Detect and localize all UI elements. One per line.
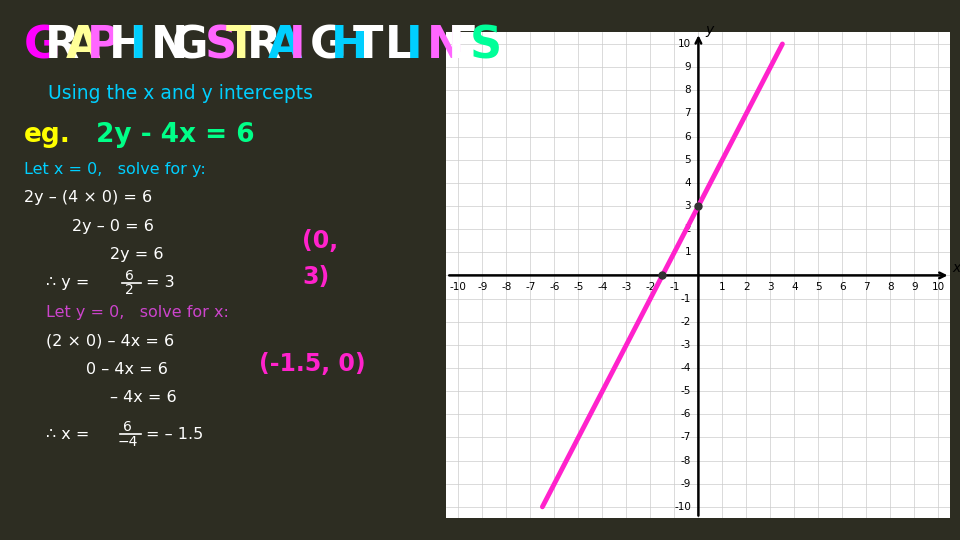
Text: S: S <box>469 24 501 68</box>
Text: I: I <box>406 24 422 68</box>
Text: P: P <box>87 24 120 68</box>
Text: G: G <box>310 24 347 68</box>
Text: Using the x and y intercepts: Using the x and y intercepts <box>48 84 313 103</box>
Text: 7: 7 <box>684 109 691 118</box>
Text: 2: 2 <box>743 282 750 292</box>
Text: -9: -9 <box>681 478 691 489</box>
Text: 4: 4 <box>684 178 691 188</box>
Text: -8: -8 <box>681 456 691 465</box>
Text: −4: −4 <box>117 435 137 449</box>
Text: T: T <box>226 24 256 68</box>
Text: 6: 6 <box>839 282 846 292</box>
Text: 2y = 6: 2y = 6 <box>110 247 164 262</box>
Text: 3): 3) <box>302 265 329 288</box>
Text: R: R <box>45 24 80 68</box>
Text: 0 – 4x = 6: 0 – 4x = 6 <box>86 362 168 377</box>
Text: 8: 8 <box>887 282 894 292</box>
Text: -2: -2 <box>681 316 691 327</box>
Text: -5: -5 <box>681 386 691 396</box>
Text: y: y <box>706 23 714 37</box>
Text: R: R <box>247 24 281 68</box>
Text: -9: -9 <box>477 282 488 292</box>
Text: 3: 3 <box>767 282 774 292</box>
Text: G: G <box>24 24 60 68</box>
Text: 5: 5 <box>815 282 822 292</box>
Text: 5: 5 <box>684 154 691 165</box>
Text: 10: 10 <box>678 39 691 49</box>
Text: 4: 4 <box>791 282 798 292</box>
Text: 1: 1 <box>684 247 691 257</box>
Text: H: H <box>108 24 146 68</box>
Text: H: H <box>331 24 369 68</box>
Text: ∴ y =: ∴ y = <box>46 275 95 291</box>
Text: N: N <box>427 24 465 68</box>
Text: (-1.5, 0): (-1.5, 0) <box>259 352 366 376</box>
Text: 2y - 4x = 6: 2y - 4x = 6 <box>96 122 254 147</box>
Text: N: N <box>151 24 188 68</box>
Text: S: S <box>204 24 236 68</box>
Text: x: x <box>952 261 960 275</box>
Text: 3: 3 <box>684 201 691 211</box>
Text: ∴ x =: ∴ x = <box>46 427 95 442</box>
Text: -8: -8 <box>501 282 512 292</box>
Text: 8: 8 <box>684 85 691 95</box>
Text: 7: 7 <box>863 282 870 292</box>
Text: -4: -4 <box>681 363 691 373</box>
Text: -10: -10 <box>450 282 467 292</box>
Text: E: E <box>448 24 479 68</box>
Text: eg.: eg. <box>24 122 71 147</box>
Text: 9: 9 <box>684 62 691 72</box>
Text: -3: -3 <box>621 282 632 292</box>
Text: -6: -6 <box>681 409 691 419</box>
Text: 9: 9 <box>911 282 918 292</box>
Text: -5: -5 <box>573 282 584 292</box>
Text: (0,: (0, <box>302 230 339 253</box>
Text: I: I <box>130 24 146 68</box>
Text: -4: -4 <box>597 282 608 292</box>
Text: 10: 10 <box>932 282 945 292</box>
Text: A: A <box>268 24 302 68</box>
Text: -10: -10 <box>674 502 691 512</box>
Text: 6: 6 <box>125 269 133 283</box>
Text: 6: 6 <box>123 420 132 434</box>
Text: G: G <box>172 24 208 68</box>
Text: -7: -7 <box>681 433 691 442</box>
Text: I: I <box>289 24 305 68</box>
Text: -1: -1 <box>681 294 691 303</box>
Text: (2 × 0) – 4x = 6: (2 × 0) – 4x = 6 <box>46 333 174 348</box>
Text: = – 1.5: = – 1.5 <box>146 427 204 442</box>
Text: -1: -1 <box>669 282 680 292</box>
Text: = 3: = 3 <box>146 275 175 291</box>
Text: L: L <box>385 24 414 68</box>
Text: A: A <box>66 24 101 68</box>
Text: 2y – 0 = 6: 2y – 0 = 6 <box>72 219 154 234</box>
Text: – 4x = 6: – 4x = 6 <box>110 390 177 405</box>
Text: -7: -7 <box>525 282 536 292</box>
Text: -6: -6 <box>549 282 560 292</box>
Text: 2y – (4 × 0) = 6: 2y – (4 × 0) = 6 <box>24 190 152 205</box>
Text: T: T <box>352 24 383 68</box>
Text: -2: -2 <box>645 282 656 292</box>
Text: Let y = 0,   solve for x:: Let y = 0, solve for x: <box>46 305 228 320</box>
Text: Let x = 0,   solve for y:: Let x = 0, solve for y: <box>24 162 205 177</box>
Text: 6: 6 <box>684 132 691 141</box>
Text: 1: 1 <box>719 282 726 292</box>
Text: 2: 2 <box>125 284 133 298</box>
Text: 2: 2 <box>684 224 691 234</box>
Text: -3: -3 <box>681 340 691 350</box>
